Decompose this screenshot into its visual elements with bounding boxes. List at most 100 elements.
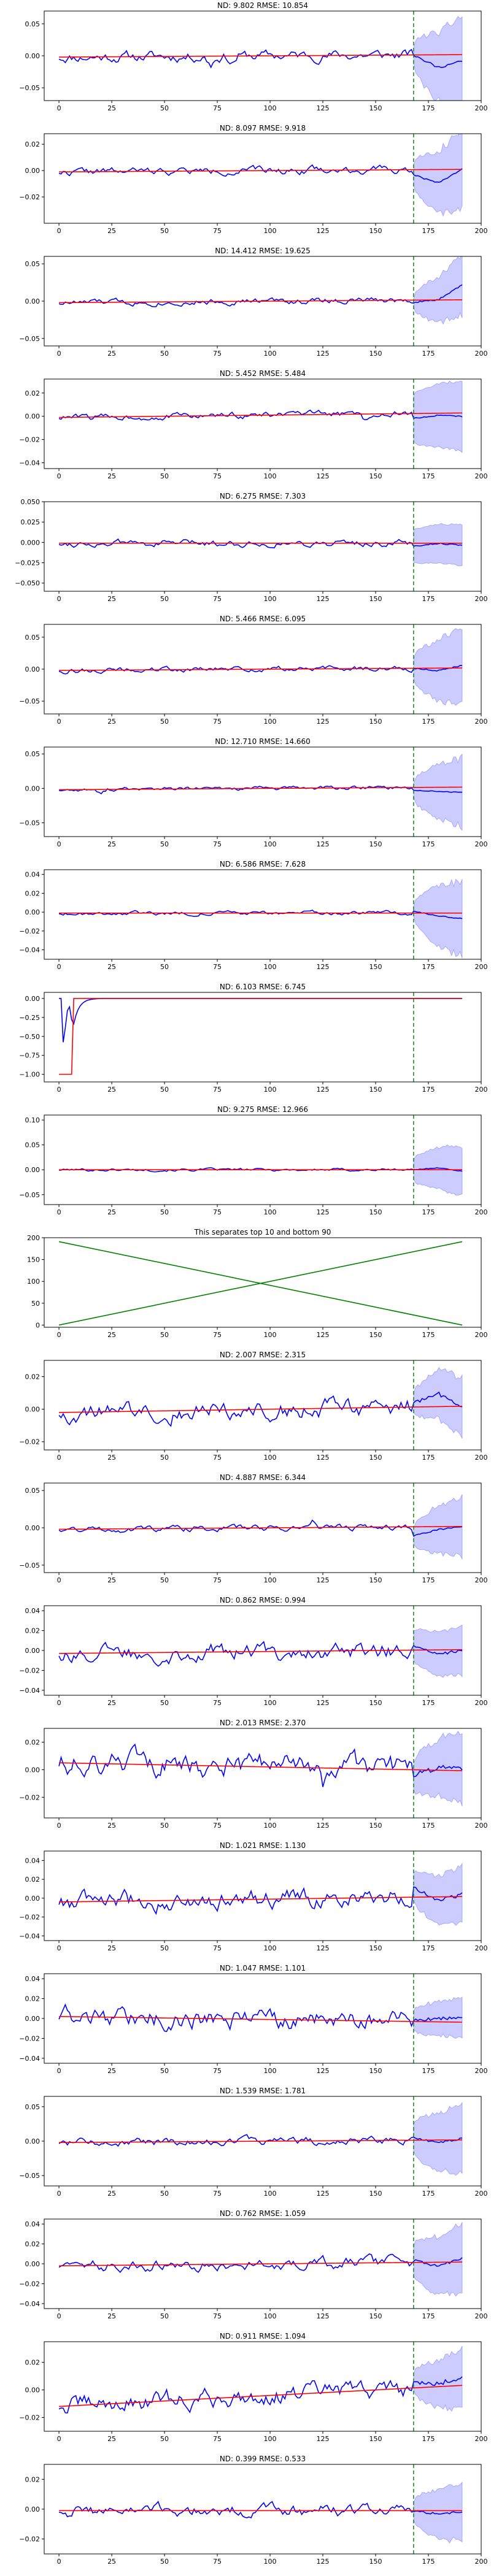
y-tick-label: 0.00 — [25, 2015, 41, 2023]
x-tick-label: 25 — [107, 2067, 116, 2075]
x-tick-label: 200 — [475, 2190, 488, 2198]
y-tick-label: 100 — [27, 1278, 40, 1286]
uncertainty-band — [413, 1730, 463, 1807]
x-tick-label: 125 — [317, 472, 330, 480]
x-tick-label: 0 — [57, 2312, 61, 2320]
y-tick-label: −0.25 — [19, 1014, 40, 1022]
x-tick-label: 50 — [160, 104, 169, 112]
axes-frame — [44, 501, 482, 592]
y-tick-label: 0.02 — [25, 1876, 41, 1884]
subplot-title: ND: 12.710 RMSE: 14.660 — [215, 737, 311, 746]
x-tick-label: 125 — [317, 2435, 330, 2443]
subplot-title: ND: 5.466 RMSE: 6.095 — [220, 615, 306, 623]
x-tick-label: 150 — [369, 1086, 382, 1094]
x-tick-label: 50 — [160, 2558, 169, 2566]
y-tick-label: 0.02 — [25, 1627, 41, 1635]
y-tick-label: 0.00 — [25, 1647, 41, 1655]
x-tick-label: 100 — [264, 1576, 277, 1584]
x-tick-label: 125 — [317, 1699, 330, 1707]
plot-area — [58, 2342, 463, 2431]
x-tick-label: 150 — [369, 1699, 382, 1707]
y-tick-label: −0.02 — [19, 1666, 40, 1674]
axes-frame — [44, 1728, 482, 1819]
x-tick-label: 125 — [317, 1454, 330, 1462]
x-tick-label: 100 — [264, 104, 277, 112]
x-tick-label: 50 — [160, 1822, 169, 1830]
x-tick-label: 175 — [422, 2190, 435, 2198]
plot-area — [58, 11, 463, 101]
x-tick-label: 25 — [107, 1454, 116, 1462]
uncertainty-band — [413, 753, 463, 832]
plot-area — [58, 256, 463, 346]
truth-line — [59, 299, 463, 304]
x-tick-label: 25 — [107, 2312, 116, 2320]
x-tick-label: 150 — [369, 2190, 382, 2198]
y-tick-label: −0.05 — [19, 1191, 40, 1199]
x-tick-label: 50 — [160, 1944, 169, 1952]
x-tick-label: 50 — [160, 2190, 169, 2198]
y-tick-label: −0.02 — [19, 193, 40, 201]
axes-frame — [44, 2341, 482, 2432]
x-tick-label: 150 — [369, 104, 382, 112]
x-tick-label: 0 — [57, 1822, 61, 1830]
x-tick-label: 0 — [57, 1331, 61, 1339]
x-tick-label: 175 — [422, 1944, 435, 1952]
uncertainty-band — [413, 1367, 463, 1439]
prediction-line — [58, 1886, 463, 1915]
truth-line — [59, 54, 463, 58]
x-tick-label: 50 — [160, 840, 169, 848]
y-tick-label: 0.02 — [25, 2475, 41, 2483]
y-tick-label: −0.025 — [15, 559, 40, 567]
x-tick-label: 175 — [422, 1086, 435, 1094]
x-tick-label: 75 — [213, 1208, 222, 1216]
x-tick-label: 125 — [317, 2312, 330, 2320]
x-tick-label: 100 — [264, 472, 277, 480]
y-tick-label: 0.05 — [25, 634, 41, 642]
plot-area — [58, 1728, 463, 1818]
x-tick-label: 0 — [57, 227, 61, 235]
x-tick-label: 0 — [57, 472, 61, 480]
x-tick-label: 75 — [213, 2558, 222, 2566]
x-tick-label: 150 — [369, 1454, 382, 1462]
y-tick-label: 0.05 — [25, 750, 41, 758]
y-tick-label: −1.00 — [19, 1071, 40, 1079]
y-tick-label: −0.05 — [19, 2172, 40, 2180]
x-tick-label: 100 — [264, 2312, 277, 2320]
x-tick-label: 100 — [264, 2067, 277, 2075]
subplot-title: ND: 14.412 RMSE: 19.625 — [215, 247, 311, 255]
y-tick-label: 0.025 — [21, 518, 41, 526]
prediction-line — [58, 2253, 463, 2273]
y-tick-label: −0.02 — [19, 2280, 40, 2288]
x-tick-label: 175 — [422, 1576, 435, 1584]
x-tick-label: 50 — [160, 472, 169, 480]
x-tick-label: 75 — [213, 595, 222, 603]
x-tick-label: 125 — [317, 1086, 330, 1094]
x-tick-label: 125 — [317, 104, 330, 112]
truth-line — [59, 2385, 463, 2407]
x-tick-label: 125 — [317, 1822, 330, 1830]
x-tick-label: 0 — [57, 595, 61, 603]
x-tick-label: 175 — [422, 350, 435, 358]
plot-area — [58, 624, 463, 714]
y-tick-label: 0.04 — [25, 2220, 41, 2228]
axes-frame — [44, 1114, 482, 1205]
subplot-title: ND: 2.013 RMSE: 2.370 — [220, 1719, 306, 1727]
y-tick-label: 0.05 — [25, 260, 41, 268]
subplot-2: ND: 8.097 RMSE: 9.918 0 25 50 75 100 125 150 175… — [19, 124, 487, 235]
prediction-line — [58, 284, 463, 307]
x-tick-label: 150 — [369, 1822, 382, 1830]
y-tick-label: −0.05 — [19, 819, 40, 827]
plot-area — [58, 1606, 463, 1695]
prediction-line — [58, 2501, 463, 2519]
x-tick-label: 150 — [369, 2558, 382, 2566]
uncertainty-band — [413, 878, 463, 959]
x-tick-label: 100 — [264, 595, 277, 603]
x-tick-label: 100 — [264, 2435, 277, 2443]
x-tick-label: 75 — [213, 2190, 222, 2198]
subplot-9: ND: 6.103 RMSE: 6.745 0 25 50 75 100 125 150 175… — [19, 983, 487, 1094]
x-tick-label: 0 — [57, 1699, 61, 1707]
subplot-title: ND: 0.762 RMSE: 1.059 — [220, 2209, 306, 2218]
x-tick-label: 200 — [475, 2067, 488, 2075]
plot-area — [58, 2464, 463, 2554]
x-tick-label: 150 — [369, 963, 382, 971]
